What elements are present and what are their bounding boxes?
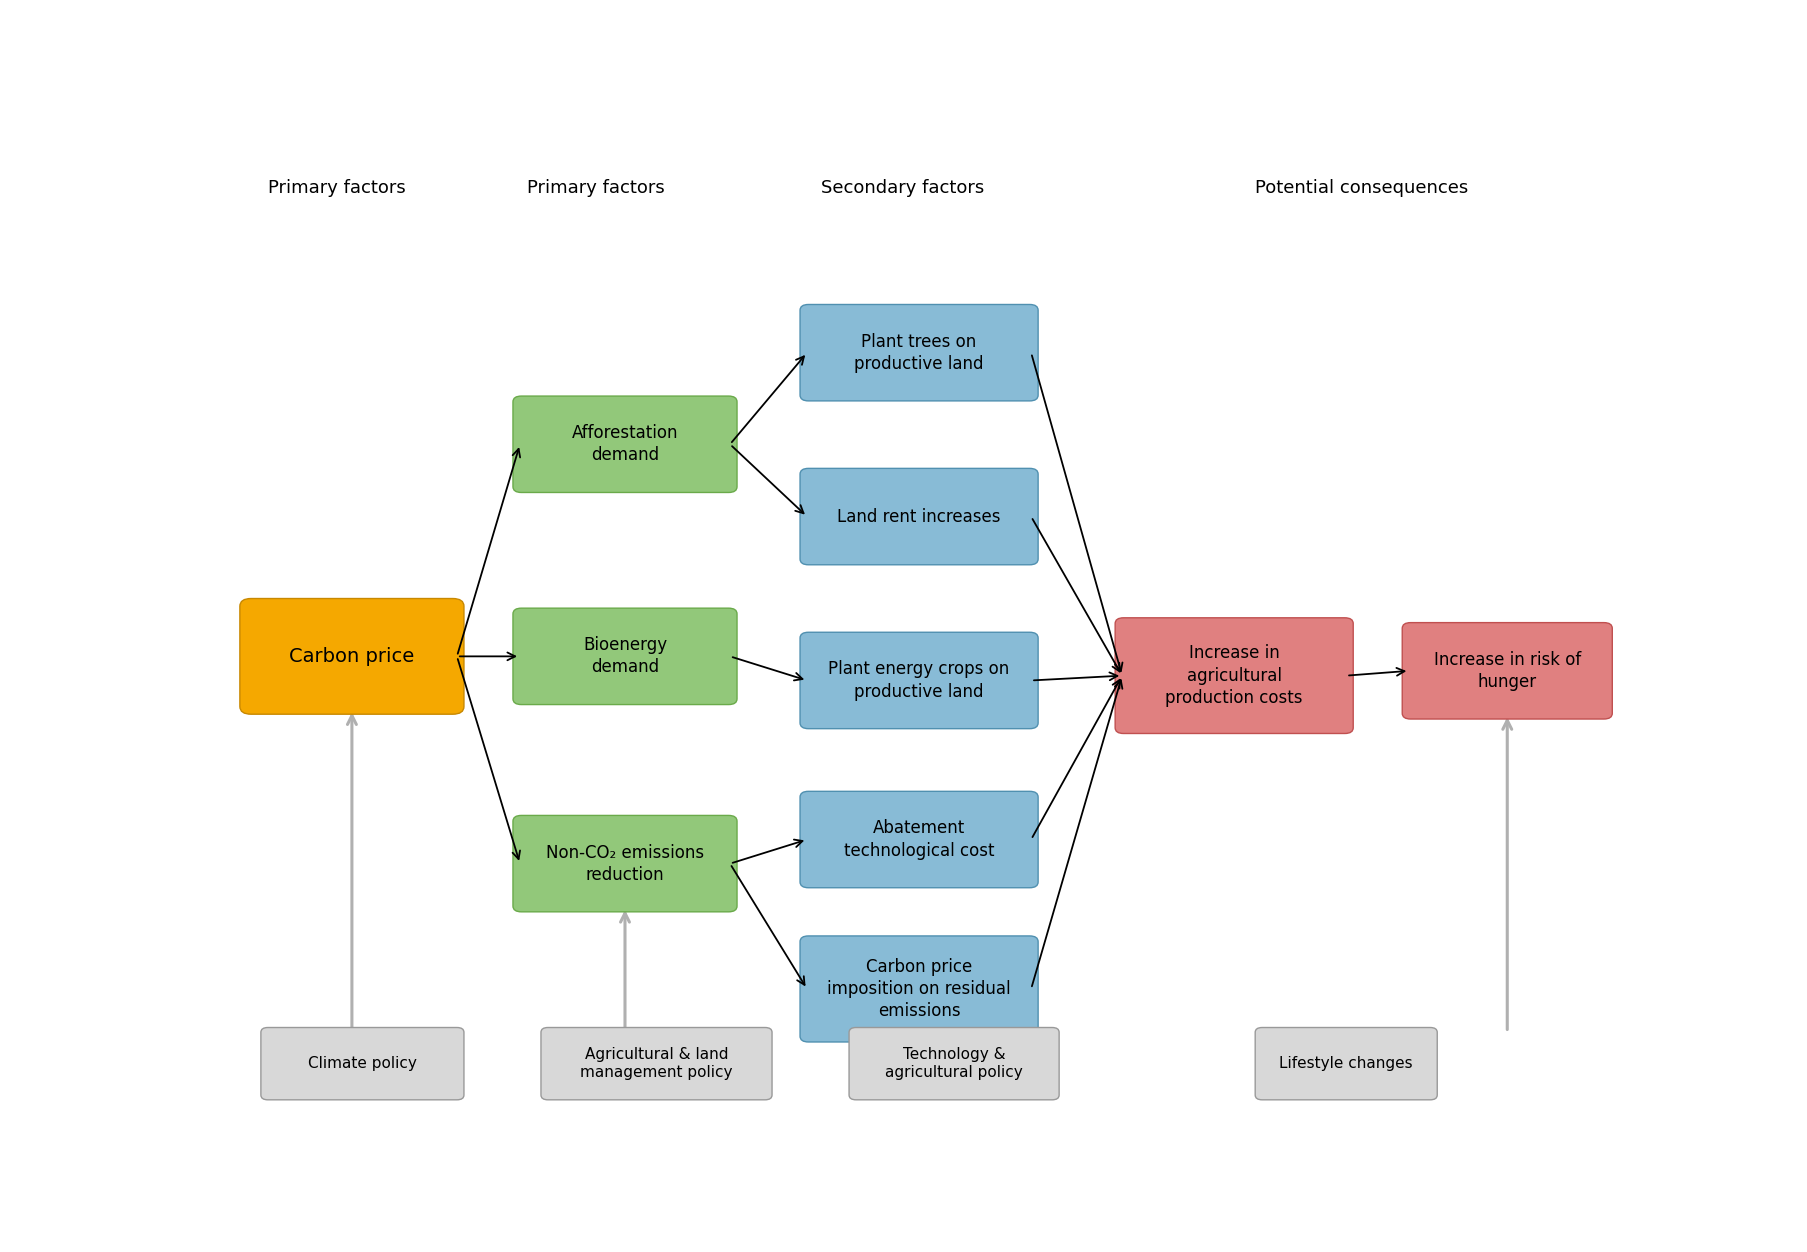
Text: Afforestation
demand: Afforestation demand — [571, 424, 678, 464]
Text: Primary factors: Primary factors — [528, 179, 665, 197]
Text: Land rent increases: Land rent increases — [837, 507, 1001, 526]
Text: Technology &
agricultural policy: Technology & agricultural policy — [885, 1047, 1023, 1080]
FancyBboxPatch shape — [849, 1028, 1059, 1099]
Text: Climate policy: Climate policy — [307, 1057, 417, 1072]
FancyBboxPatch shape — [513, 396, 737, 492]
FancyBboxPatch shape — [513, 608, 737, 705]
Text: Primary factors: Primary factors — [267, 179, 405, 197]
Text: Bioenergy
demand: Bioenergy demand — [584, 636, 667, 676]
FancyBboxPatch shape — [240, 598, 464, 714]
FancyBboxPatch shape — [1256, 1028, 1437, 1099]
Text: Potential consequences: Potential consequences — [1256, 179, 1469, 197]
Text: Non-CO₂ emissions
reduction: Non-CO₂ emissions reduction — [546, 844, 705, 884]
Text: Carbon price
imposition on residual
emissions: Carbon price imposition on residual emis… — [828, 958, 1010, 1020]
FancyBboxPatch shape — [513, 815, 737, 911]
FancyBboxPatch shape — [801, 304, 1037, 401]
Text: Secondary factors: Secondary factors — [820, 179, 985, 197]
FancyBboxPatch shape — [801, 936, 1037, 1042]
Text: Lifestyle changes: Lifestyle changes — [1279, 1057, 1413, 1072]
Text: Plant trees on
productive land: Plant trees on productive land — [855, 333, 983, 373]
FancyBboxPatch shape — [260, 1028, 464, 1099]
FancyBboxPatch shape — [801, 632, 1037, 729]
FancyBboxPatch shape — [801, 791, 1037, 888]
Text: Agricultural & land
management policy: Agricultural & land management policy — [580, 1047, 734, 1080]
FancyBboxPatch shape — [540, 1028, 772, 1099]
FancyBboxPatch shape — [801, 468, 1037, 565]
Text: Abatement
technological cost: Abatement technological cost — [844, 819, 994, 860]
FancyBboxPatch shape — [1115, 617, 1353, 734]
Text: Carbon price: Carbon price — [289, 647, 414, 666]
Text: Increase in risk of
hunger: Increase in risk of hunger — [1433, 651, 1581, 691]
Text: Increase in
agricultural
production costs: Increase in agricultural production cost… — [1166, 645, 1303, 707]
FancyBboxPatch shape — [1402, 622, 1612, 719]
Text: Plant energy crops on
productive land: Plant energy crops on productive land — [828, 660, 1010, 701]
